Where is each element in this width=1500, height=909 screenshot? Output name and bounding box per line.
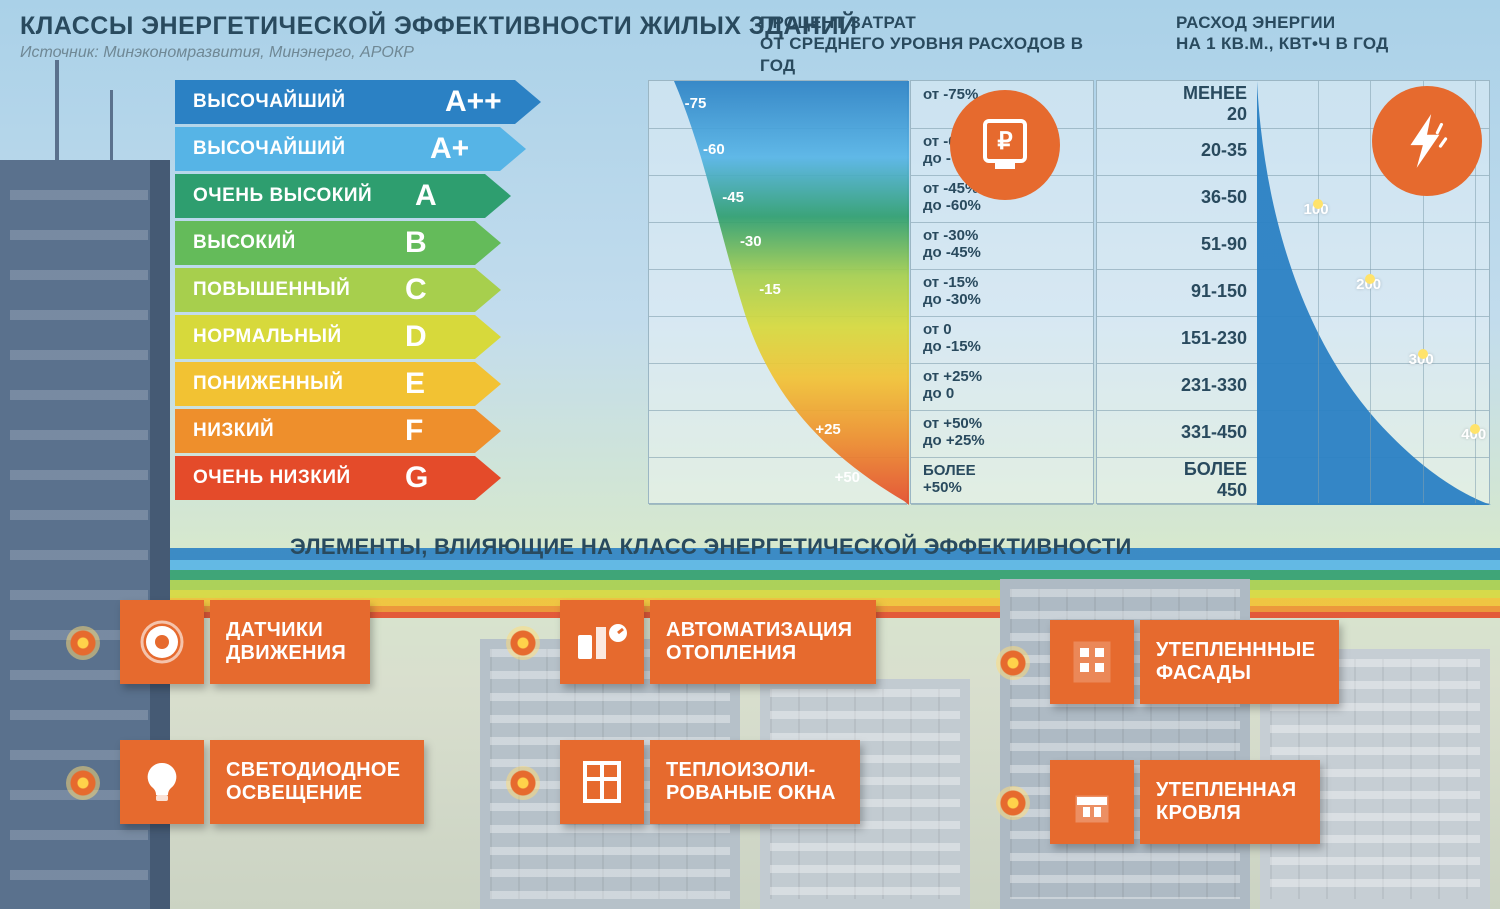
element-card: АВТОМАТИЗАЦИЯОТОПЛЕНИЯ xyxy=(560,600,876,684)
class-name: НИЗКИЙ xyxy=(193,409,274,453)
antenna-decor xyxy=(55,60,59,160)
class-name: ПОВЫШЕННЫЙ xyxy=(193,268,350,312)
energy-range: 151-230 xyxy=(1097,328,1247,349)
curve-label: -45 xyxy=(722,189,744,206)
facade-icon xyxy=(1050,620,1134,704)
element-card: УТЕПЛЕНННЫЕФАСАДЫ xyxy=(1050,620,1339,704)
class-grade: F xyxy=(405,409,423,453)
page-title: КЛАССЫ ЭНЕРГЕТИЧЕСКОЙ ЭФФЕКТИВНОСТИ ЖИЛЫ… xyxy=(20,12,857,41)
energy-range: 91-150 xyxy=(1097,281,1247,302)
svg-text:₽: ₽ xyxy=(997,128,1012,155)
class-row-A: ОЧЕНЬ ВЫСОКИЙ A xyxy=(175,174,645,218)
bulb-icon xyxy=(120,740,204,824)
energy-range: 51-90 xyxy=(1097,234,1247,255)
grid-line xyxy=(911,269,1093,270)
class-grade: B xyxy=(405,221,427,265)
element-card: УТЕПЛЕННАЯКРОВЛЯ xyxy=(1050,760,1320,844)
cost-range: БОЛЕЕ +50% xyxy=(923,463,976,496)
energy-range: МЕНЕЕ 20 xyxy=(1097,83,1247,125)
class-row-F: НИЗКИЙ F xyxy=(175,409,645,453)
element-label: УТЕПЛЕНННЫЕФАСАДЫ xyxy=(1140,620,1339,704)
grid-line xyxy=(911,410,1093,411)
roof-icon xyxy=(1050,760,1134,844)
bullet-marker xyxy=(66,766,100,800)
class-row-G: ОЧЕНЬ НИЗКИЙ G xyxy=(175,456,645,500)
energy-range: 331-450 xyxy=(1097,422,1247,443)
energy-column-title: РАСХОД ЭНЕРГИИ НА 1 КВ.М., КВТ•Ч В ГОД xyxy=(1176,12,1486,55)
bolt-icon xyxy=(1372,86,1482,196)
class-grade: A++ xyxy=(445,80,502,124)
class-name: ВЫСОЧАЙШИЙ xyxy=(193,80,345,124)
class-name: НОРМАЛЬНЫЙ xyxy=(193,315,342,359)
grid-line xyxy=(911,504,1093,505)
grid-line xyxy=(911,363,1093,364)
ruble-icon: ₽ xyxy=(950,90,1060,200)
source-line: Источник: Минэкономразвития, Минэнерго, … xyxy=(20,44,414,62)
curve-label: +50 xyxy=(835,469,860,486)
energy-tick-dot xyxy=(1418,349,1428,359)
grid-line xyxy=(1318,81,1319,503)
class-row-B: ВЫСОКИЙ B xyxy=(175,221,645,265)
bullet-marker xyxy=(506,626,540,660)
element-card: СВЕТОДИОДНОЕОСВЕЩЕНИЕ xyxy=(120,740,424,824)
elements-section-title: ЭЛЕМЕНТЫ, ВЛИЯЮЩИЕ НА КЛАСС ЭНЕРГЕТИЧЕСК… xyxy=(290,534,1132,560)
energy-range: БОЛЕЕ 450 xyxy=(1097,459,1247,501)
cost-column: -75 -60 -45 -30 -15 +25 +50 xyxy=(648,80,908,504)
class-name: ОЧЕНЬ ВЫСОКИЙ xyxy=(193,174,372,218)
class-grade: D xyxy=(405,315,427,359)
energy-range: 231-330 xyxy=(1097,375,1247,396)
element-card: ТЕПЛОИЗОЛИ-РОВАНЫЕ ОКНА xyxy=(560,740,860,824)
class-grade: E xyxy=(405,362,425,406)
cost-range: от -30% до -45% xyxy=(923,228,981,261)
bullet-marker xyxy=(996,646,1030,680)
energy-tick-dot xyxy=(1313,199,1323,209)
class-grade: C xyxy=(405,268,427,312)
class-row-Aplusplus: ВЫСОЧАЙШИЙ A++ xyxy=(175,80,645,124)
curve-label: -15 xyxy=(759,281,781,298)
curve-label: -75 xyxy=(685,95,707,112)
element-label: АВТОМАТИЗАЦИЯОТОПЛЕНИЯ xyxy=(650,600,876,684)
class-name: ВЫСОКИЙ xyxy=(193,221,296,265)
curve-label: -60 xyxy=(703,141,725,158)
class-grade: G xyxy=(405,456,428,500)
curve-label: +25 xyxy=(815,421,840,438)
class-name: ОЧЕНЬ НИЗКИЙ xyxy=(193,456,351,500)
cost-range: от -15% до -30% xyxy=(923,275,981,308)
window-icon xyxy=(560,740,644,824)
class-arrow-list: ВЫСОЧАЙШИЙA++ВЫСОЧАЙШИЙA+ОЧЕНЬ ВЫСОКИЙAВ… xyxy=(175,80,645,503)
cost-column-title: ПРОЦЕНТ ЗАТРАТ ОТ СРЕДНЕГО УРОВНЯ РАСХОД… xyxy=(760,12,1110,76)
class-row-C: ПОВЫШЕННЫЙ C xyxy=(175,268,645,312)
curve-label: -30 xyxy=(740,233,762,250)
grid-line xyxy=(911,316,1093,317)
element-label: ТЕПЛОИЗОЛИ-РОВАНЫЕ ОКНА xyxy=(650,740,860,824)
element-card: ДАТЧИКИДВИЖЕНИЯ xyxy=(120,600,370,684)
bullet-marker xyxy=(996,786,1030,820)
class-row-D: НОРМАЛЬНЫЙ D xyxy=(175,315,645,359)
grid-line xyxy=(911,222,1093,223)
class-grade: A+ xyxy=(430,127,469,171)
bullet-marker xyxy=(66,626,100,660)
class-row-Aplus: ВЫСОЧАЙШИЙ A+ xyxy=(175,127,645,171)
cost-range: от +25% до 0 xyxy=(923,369,982,402)
element-label: УТЕПЛЕННАЯКРОВЛЯ xyxy=(1140,760,1320,844)
antenna-decor xyxy=(110,90,113,160)
cost-range: от 0 до -15% xyxy=(923,322,981,355)
element-label: СВЕТОДИОДНОЕОСВЕЩЕНИЕ xyxy=(210,740,424,824)
cost-range: от +50% до +25% xyxy=(923,416,985,449)
energy-range: 36-50 xyxy=(1097,187,1247,208)
energy-range: 20-35 xyxy=(1097,140,1247,161)
class-name: ВЫСОЧАЙШИЙ xyxy=(193,127,345,171)
heating-icon xyxy=(560,600,644,684)
class-grade: A xyxy=(415,174,437,218)
class-name: ПОНИЖЕННЫЙ xyxy=(193,362,343,406)
bullet-marker xyxy=(506,766,540,800)
grid-line xyxy=(911,457,1093,458)
element-label: ДАТЧИКИДВИЖЕНИЯ xyxy=(210,600,370,684)
class-row-E: ПОНИЖЕННЫЙ E xyxy=(175,362,645,406)
motion-sensor-icon xyxy=(120,600,204,684)
